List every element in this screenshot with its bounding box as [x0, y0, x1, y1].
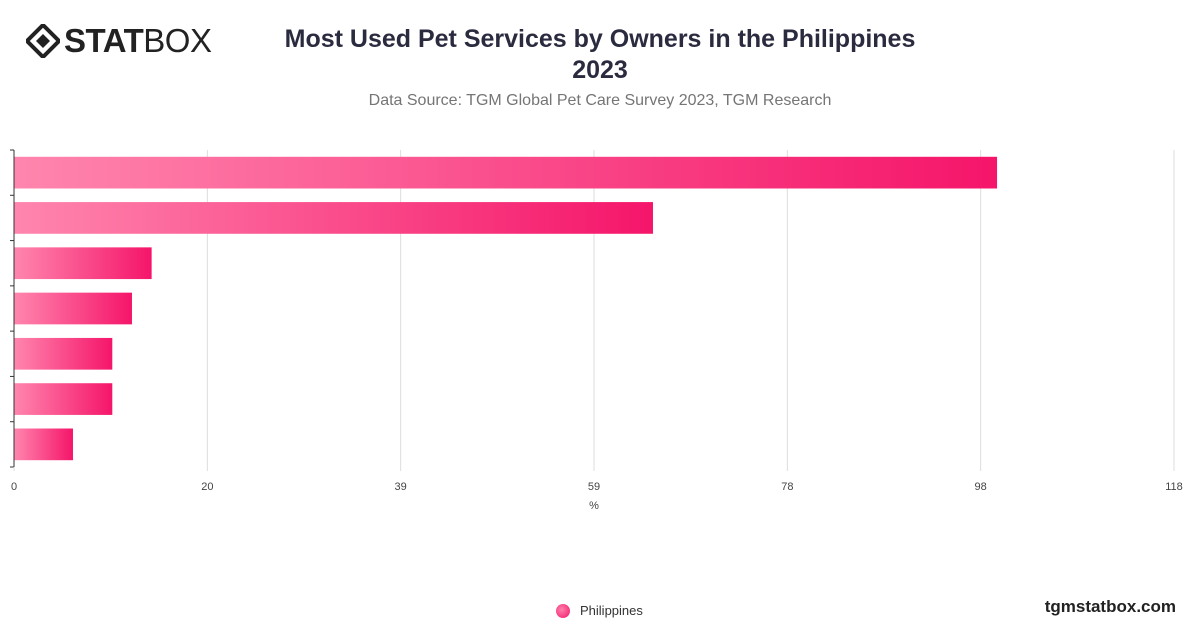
axes — [10, 149, 1175, 471]
bar — [14, 247, 152, 280]
statbox-diamond-icon — [26, 24, 60, 58]
bar — [14, 292, 132, 325]
x-axis-label: % — [589, 500, 599, 512]
bar — [14, 202, 653, 234]
statbox-logo: STATBOX — [26, 22, 212, 59]
bar — [14, 337, 113, 370]
x-tick-label: 39 — [395, 481, 407, 493]
legend-label: Philippines — [580, 603, 643, 618]
legend-marker — [556, 603, 570, 618]
x-tick-label: 118 — [1165, 481, 1183, 493]
chart-title: Most Used Pet Services by Owners in the … — [250, 24, 950, 86]
logo-text-light: BOX — [143, 22, 212, 59]
chart-subtitle: Data Source: TGM Global Pet Care Survey … — [368, 92, 832, 109]
logo-text: STATBOX — [64, 22, 212, 59]
x-tick-label: 78 — [781, 481, 793, 493]
tick-labels: 0 20 39 59 78 98 118% — [11, 481, 1183, 512]
legend[interactable]: Philippines — [556, 603, 643, 618]
bar-chart: 0 20 39 59 78 98 118% — [10, 149, 1183, 512]
x-tick-label: 0 — [11, 481, 17, 493]
chart-title-line-2: 2023 — [572, 56, 628, 84]
grid-lines — [206, 150, 1175, 467]
bar — [14, 428, 73, 461]
bar — [14, 156, 998, 189]
chart-title-line-1: Most Used Pet Services by Owners in the … — [284, 25, 916, 53]
site-url: tgmstatbox.com — [1044, 597, 1176, 616]
x-tick-label: 20 — [201, 481, 213, 493]
logo-text-bold: STAT — [64, 22, 144, 59]
x-tick-label: 98 — [975, 481, 987, 493]
x-tick-label: 59 — [588, 481, 600, 493]
bars — [14, 156, 998, 461]
bar — [14, 383, 113, 415]
